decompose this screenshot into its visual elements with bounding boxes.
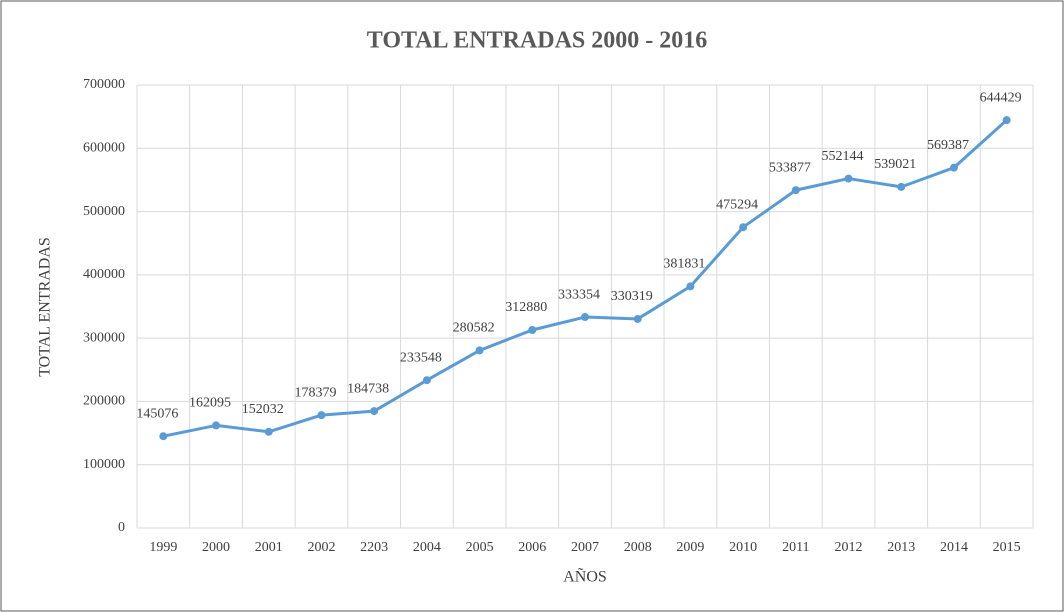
data-label: 184738 — [347, 381, 389, 396]
x-tick-label: 2014 — [940, 540, 968, 555]
x-tick-label: 2009 — [676, 540, 704, 555]
x-axis-label: AÑOS — [563, 568, 607, 586]
data-label: 162095 — [189, 396, 231, 411]
y-tick-label: 600000 — [83, 141, 125, 156]
x-tick-label: 2011 — [782, 540, 809, 555]
x-tick-label: 2002 — [307, 540, 335, 555]
data-label: 644429 — [980, 90, 1022, 105]
data-label: 233548 — [400, 350, 442, 365]
data-label: 539021 — [874, 157, 916, 172]
data-label: 312880 — [505, 300, 547, 315]
data-label: 330319 — [611, 289, 653, 304]
y-tick-label: 0 — [118, 520, 125, 535]
y-tick-label: 700000 — [83, 77, 125, 92]
point — [739, 223, 748, 232]
point — [581, 313, 589, 322]
point — [264, 427, 273, 436]
x-tick-label: 2008 — [624, 540, 652, 555]
y-tick-label: 100000 — [83, 457, 125, 472]
point — [159, 432, 168, 441]
x-tick-label: 2010 — [729, 540, 757, 555]
point — [633, 314, 642, 323]
point — [844, 174, 853, 183]
point — [791, 186, 800, 195]
data-label: 333354 — [558, 287, 600, 302]
x-tick-label: 2000 — [202, 540, 230, 555]
x-tick-label: 2004 — [413, 540, 441, 555]
x-tick-label: 2203 — [360, 540, 388, 555]
point — [897, 182, 906, 191]
data-label: 145076 — [136, 406, 178, 421]
chart-title: TOTAL ENTRADAS 2000 - 2016 — [367, 28, 708, 54]
x-tick-label: 2012 — [835, 540, 863, 555]
x-tick-label: 2015 — [993, 540, 1021, 555]
point — [317, 411, 326, 420]
x-tick-label: 2013 — [887, 540, 915, 555]
y-tick-label: 400000 — [83, 267, 125, 282]
x-tick-label: 2006 — [518, 540, 546, 555]
x-tick-label: 2005 — [466, 540, 494, 555]
x-tick-label: 1999 — [149, 540, 177, 555]
point — [475, 346, 484, 355]
data-label: 152032 — [242, 402, 284, 417]
y-tick-label: 200000 — [83, 394, 125, 409]
point — [370, 407, 379, 416]
data-label: 569387 — [927, 138, 969, 153]
point — [949, 163, 958, 172]
point — [1002, 116, 1011, 125]
point — [212, 421, 221, 430]
data-label: 552144 — [822, 149, 864, 164]
y-tick-label: 500000 — [83, 204, 125, 219]
x-tick-label: 2001 — [255, 540, 283, 555]
data-label: 280582 — [453, 321, 495, 336]
point — [686, 282, 695, 291]
data-label: 533877 — [769, 160, 811, 175]
x-tick-label: 2007 — [571, 540, 599, 555]
y-axis-label: TOTAL ENTRADAS — [37, 237, 54, 377]
point — [528, 325, 537, 334]
data-label: 381831 — [663, 257, 705, 272]
data-label: 475294 — [716, 197, 758, 212]
point — [422, 376, 431, 385]
y-tick-label: 300000 — [83, 330, 125, 345]
data-label: 178379 — [294, 385, 336, 400]
